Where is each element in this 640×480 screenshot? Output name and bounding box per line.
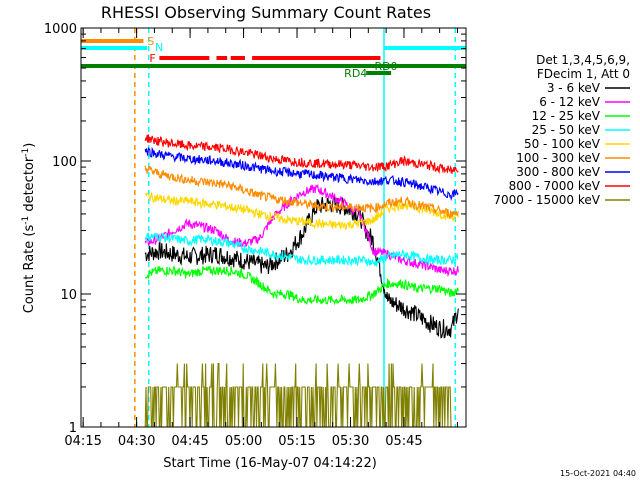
series-line-0 xyxy=(144,196,459,339)
y-label-part-1: Count Rate (s xyxy=(22,225,37,314)
flag-bars: S NF RD0 RD4 xyxy=(81,35,466,80)
flag-label-n: N xyxy=(155,41,163,54)
flag-label-f: F xyxy=(149,52,155,65)
series-line-6 xyxy=(144,146,459,202)
y-label-sup-2: -1 xyxy=(21,148,31,157)
flag-label-rd0: RD0 xyxy=(374,60,397,73)
flag-label-rd4: RD4 xyxy=(344,67,367,80)
x-tick-label: 05:45 xyxy=(385,434,422,449)
x-tick-label: 04:15 xyxy=(64,434,101,449)
y-tick-label: 1 xyxy=(69,421,77,436)
series-line-2 xyxy=(144,265,459,306)
x-axis: 04:15 04:30 04:45 05:00 05:15 05:30 05:45 xyxy=(64,28,458,449)
y-label-part-3: ) xyxy=(22,143,37,148)
plot-frame xyxy=(80,27,467,428)
series-line-7 xyxy=(144,134,459,175)
legend-header-1: Det 1,3,4,5,6,9, xyxy=(536,53,630,67)
x-tick-label: 05:15 xyxy=(278,434,315,449)
series-group xyxy=(144,134,459,427)
y-tick-label: 100 xyxy=(52,155,77,170)
y-axis-label: Count Rate (s-1 detector-1) xyxy=(21,143,37,314)
x-tick-label: 05:30 xyxy=(332,434,369,449)
y-axis: 1 10 100 1000 xyxy=(44,22,466,436)
series-line-8 xyxy=(144,362,452,427)
y-tick-label: 1000 xyxy=(44,22,77,37)
legend-label-3: 25 - 50 keV xyxy=(532,123,601,137)
legend-label-2: 12 - 25 keV xyxy=(532,109,601,123)
legend-label-7: 800 - 7000 keV xyxy=(509,179,601,193)
footer-date: 15-Oct-2021 04:40 xyxy=(560,469,636,478)
legend-label-8: 7000 - 15000 keV xyxy=(493,193,600,207)
series-line-5 xyxy=(144,165,459,219)
legend-label-1: 6 - 12 keV xyxy=(539,95,601,109)
x-tick-label: 05:00 xyxy=(225,434,262,449)
series-line-4 xyxy=(144,192,459,230)
legend-label-6: 300 - 800 keV xyxy=(516,165,600,179)
x-tick-label: 04:30 xyxy=(118,434,155,449)
legend-label-5: 100 - 300 keV xyxy=(516,151,600,165)
legend-label-4: 50 - 100 keV xyxy=(524,137,601,151)
legend-label-0: 3 - 6 keV xyxy=(547,81,601,95)
legend: Det 1,3,4,5,6,9, FDecim 1, Att 0 3 - 6 k… xyxy=(493,53,630,207)
series-line-3 xyxy=(144,231,459,268)
chart-title: RHESSI Observing Summary Count Rates xyxy=(101,3,431,22)
series-line-1 xyxy=(144,183,459,277)
flag-label-s: S xyxy=(147,35,154,48)
vertical-markers xyxy=(134,28,457,427)
y-label-part-2: detector xyxy=(22,156,37,216)
x-tick-label: 04:45 xyxy=(171,434,208,449)
legend-header-2: FDecim 1, Att 0 xyxy=(537,67,630,81)
x-axis-label: Start Time (16-May-07 04:14:22) xyxy=(163,456,377,471)
y-tick-label: 10 xyxy=(60,288,77,303)
y-label-sup-1: -1 xyxy=(21,216,31,225)
